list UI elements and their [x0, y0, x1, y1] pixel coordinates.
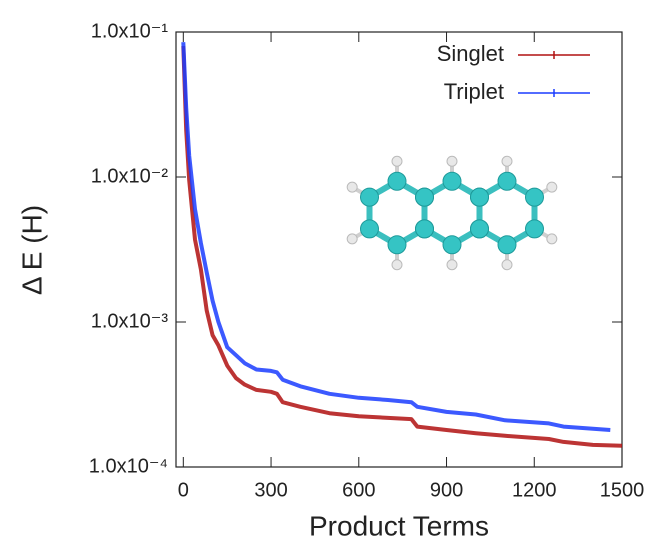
hydrogen-atom: [547, 182, 557, 192]
hydrogen-atom: [347, 182, 357, 192]
chart: Δ E (H) Product Terms 1.0x10⁻¹ 1.0x10⁻² 1.…: [0, 0, 655, 549]
x-tick-label: 900: [430, 479, 463, 501]
carbon-atom: [361, 220, 379, 238]
y-tick-label: 1.0x10⁻³: [91, 310, 169, 332]
carbon-atom: [388, 172, 406, 190]
hydrogen-atom: [502, 156, 512, 166]
x-tick-label: 600: [342, 479, 375, 501]
hydrogen-atom: [547, 234, 557, 244]
carbon-atom: [361, 188, 379, 206]
bond: [480, 181, 535, 245]
x-tick-label: 300: [254, 479, 287, 501]
y-tick-label: 1.0x10⁻²: [91, 165, 169, 187]
carbon-atom: [471, 188, 489, 206]
bond: [370, 181, 425, 245]
carbon-atom: [388, 236, 406, 254]
hydrogen-atom: [347, 234, 357, 244]
hydrogen-atom: [392, 260, 402, 270]
carbon-atom: [443, 172, 461, 190]
legend-label: Triplet: [444, 79, 504, 104]
carbon-atom: [525, 220, 543, 238]
hydrogen-atom: [447, 260, 457, 270]
carbon-atom: [471, 220, 489, 238]
x-tick-label: 1500: [600, 479, 645, 501]
carbon-atom: [498, 172, 516, 190]
carbon-atom: [443, 236, 461, 254]
x-tick-label: 1200: [512, 479, 557, 501]
hydrogen-atom: [502, 260, 512, 270]
y-tick-label: 1.0x10⁻⁴: [89, 455, 168, 477]
bond: [425, 181, 480, 245]
molecule-image: [347, 156, 557, 270]
y-tick-label: 1.0x10⁻¹: [91, 20, 169, 42]
x-tick-label: 0: [178, 479, 189, 501]
carbon-atom: [498, 236, 516, 254]
y-axis-title: Δ E (H): [16, 205, 47, 295]
carbon-atom: [416, 220, 434, 238]
x-axis-title: Product Terms: [309, 510, 489, 541]
carbon-atom: [416, 188, 434, 206]
hydrogen-atom: [392, 156, 402, 166]
legend-label: Singlet: [437, 41, 504, 66]
carbon-atom: [525, 188, 543, 206]
hydrogen-atom: [447, 156, 457, 166]
